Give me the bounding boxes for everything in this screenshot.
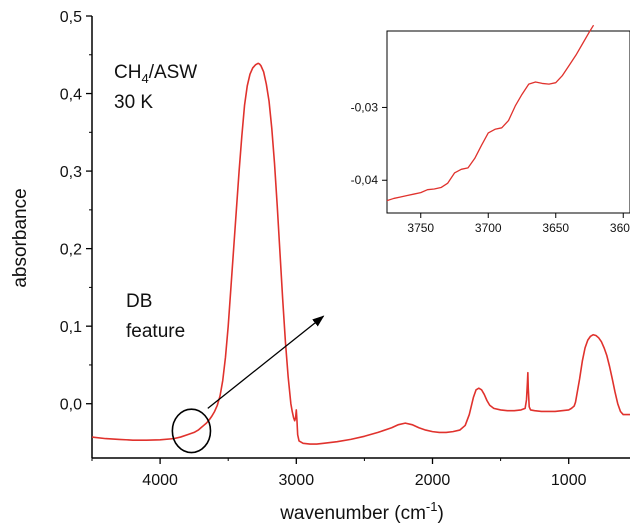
x-tick-label: 1000 <box>551 472 587 489</box>
pointer-arrow <box>207 315 325 409</box>
x-tick-label: 2000 <box>415 472 451 489</box>
inset-frame <box>386 30 630 214</box>
y-tick-label: 0,4 <box>60 87 82 104</box>
db-feature-label-line2: feature <box>126 321 185 342</box>
inset-x-tick-label: 3600 <box>610 221 630 235</box>
inset-x-tick-label: 3650 <box>542 221 569 235</box>
temperature-label: 30 K <box>114 92 153 113</box>
inset-y-tick-label: -0,03 <box>351 100 379 114</box>
y-tick-label: 0,0 <box>60 397 82 414</box>
inset-spectrum-line <box>386 24 595 202</box>
db-feature-highlight-circle <box>171 408 212 454</box>
absorbance-spectrum-line <box>91 62 630 445</box>
y-tick-label: 0,5 <box>60 9 82 26</box>
y-tick-label: 0,2 <box>60 242 82 259</box>
inset-x-tick-label: 3750 <box>407 221 434 235</box>
main-plot-frame <box>91 16 630 459</box>
x-tick-label: 4000 <box>142 472 178 489</box>
db-feature-label-line1: DB <box>126 291 152 312</box>
inset-x-tick-label: 3700 <box>475 221 502 235</box>
y-axis-title: absorbance <box>10 188 31 287</box>
main-axis-ticks: 4000 3000 2000 1000 0,0 0,1 0,2 0,3 0,4 0,5 <box>60 9 587 489</box>
y-tick-label: 0,3 <box>60 164 82 181</box>
x-axis-title: wavenumber (cm-1) <box>279 499 444 524</box>
inset-y-tick-label: -0,04 <box>351 173 379 187</box>
inset-axis-ticks: 3750 3700 3650 3600 -0,03 -0,04 <box>351 100 630 235</box>
x-tick-label: 3000 <box>279 472 315 489</box>
inset-plot: 3750 3700 3650 3600 -0,03 -0,04 <box>351 24 630 235</box>
y-tick-label: 0,1 <box>60 319 82 336</box>
sample-label: CH4/ASW <box>114 62 197 86</box>
